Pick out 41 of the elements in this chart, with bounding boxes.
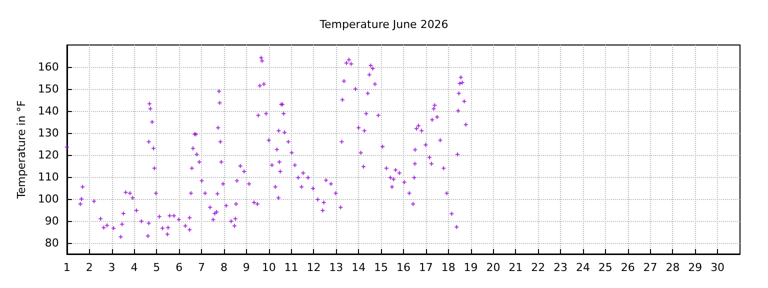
x-tick-label: 28 bbox=[666, 261, 680, 274]
y-axis-title: Temperature in °F bbox=[15, 100, 28, 200]
x-tick-label: 26 bbox=[620, 261, 635, 274]
x-tick-label: 5 bbox=[153, 261, 160, 274]
y-tick-label: 80 bbox=[44, 236, 59, 250]
x-tick-label: 27 bbox=[643, 261, 658, 274]
x-tick-label: 8 bbox=[220, 261, 228, 274]
x-tick-label: 14 bbox=[352, 261, 366, 274]
x-tick-label: 17 bbox=[418, 261, 433, 274]
x-tick-label: 9 bbox=[242, 261, 250, 274]
x-tick-label: 7 bbox=[198, 261, 206, 274]
x-tick-label: 13 bbox=[329, 261, 344, 274]
x-tick-label: 30 bbox=[710, 261, 725, 274]
x-tick-label: 6 bbox=[176, 261, 183, 274]
x-tick-label: 11 bbox=[284, 261, 298, 274]
x-tick-label: 10 bbox=[262, 261, 276, 274]
y-tick-label: 160 bbox=[38, 60, 59, 74]
x-tick-label: 22 bbox=[531, 261, 546, 274]
x-tick-label: 1 bbox=[63, 261, 70, 274]
y-tick-label: 150 bbox=[38, 82, 59, 96]
x-tick-label: 21 bbox=[508, 261, 523, 274]
y-tick-label: 90 bbox=[44, 214, 59, 228]
x-tick-label: 19 bbox=[464, 261, 478, 274]
y-tick-label: 140 bbox=[38, 104, 59, 118]
x-tick-label: 16 bbox=[396, 261, 410, 274]
x-tick-label: 2 bbox=[86, 261, 93, 274]
x-tick-label: 4 bbox=[130, 261, 138, 274]
chart-title: Temperature June 2026 bbox=[318, 18, 448, 31]
y-tick-label: 130 bbox=[38, 126, 59, 140]
y-tick-label: 120 bbox=[38, 148, 59, 162]
x-tick-label: 23 bbox=[554, 261, 568, 274]
x-tick-label: 12 bbox=[306, 261, 321, 274]
x-tick-label: 15 bbox=[374, 261, 388, 274]
y-tick-label: 110 bbox=[38, 170, 59, 184]
y-tick-label: 100 bbox=[38, 192, 59, 206]
x-tick-label: 20 bbox=[486, 261, 500, 274]
x-tick-label: 3 bbox=[108, 261, 116, 274]
x-tick-label: 29 bbox=[688, 261, 702, 274]
x-tick-label: 18 bbox=[441, 261, 456, 274]
x-tick-label: 25 bbox=[598, 261, 612, 274]
x-tick-label: 24 bbox=[576, 261, 590, 274]
